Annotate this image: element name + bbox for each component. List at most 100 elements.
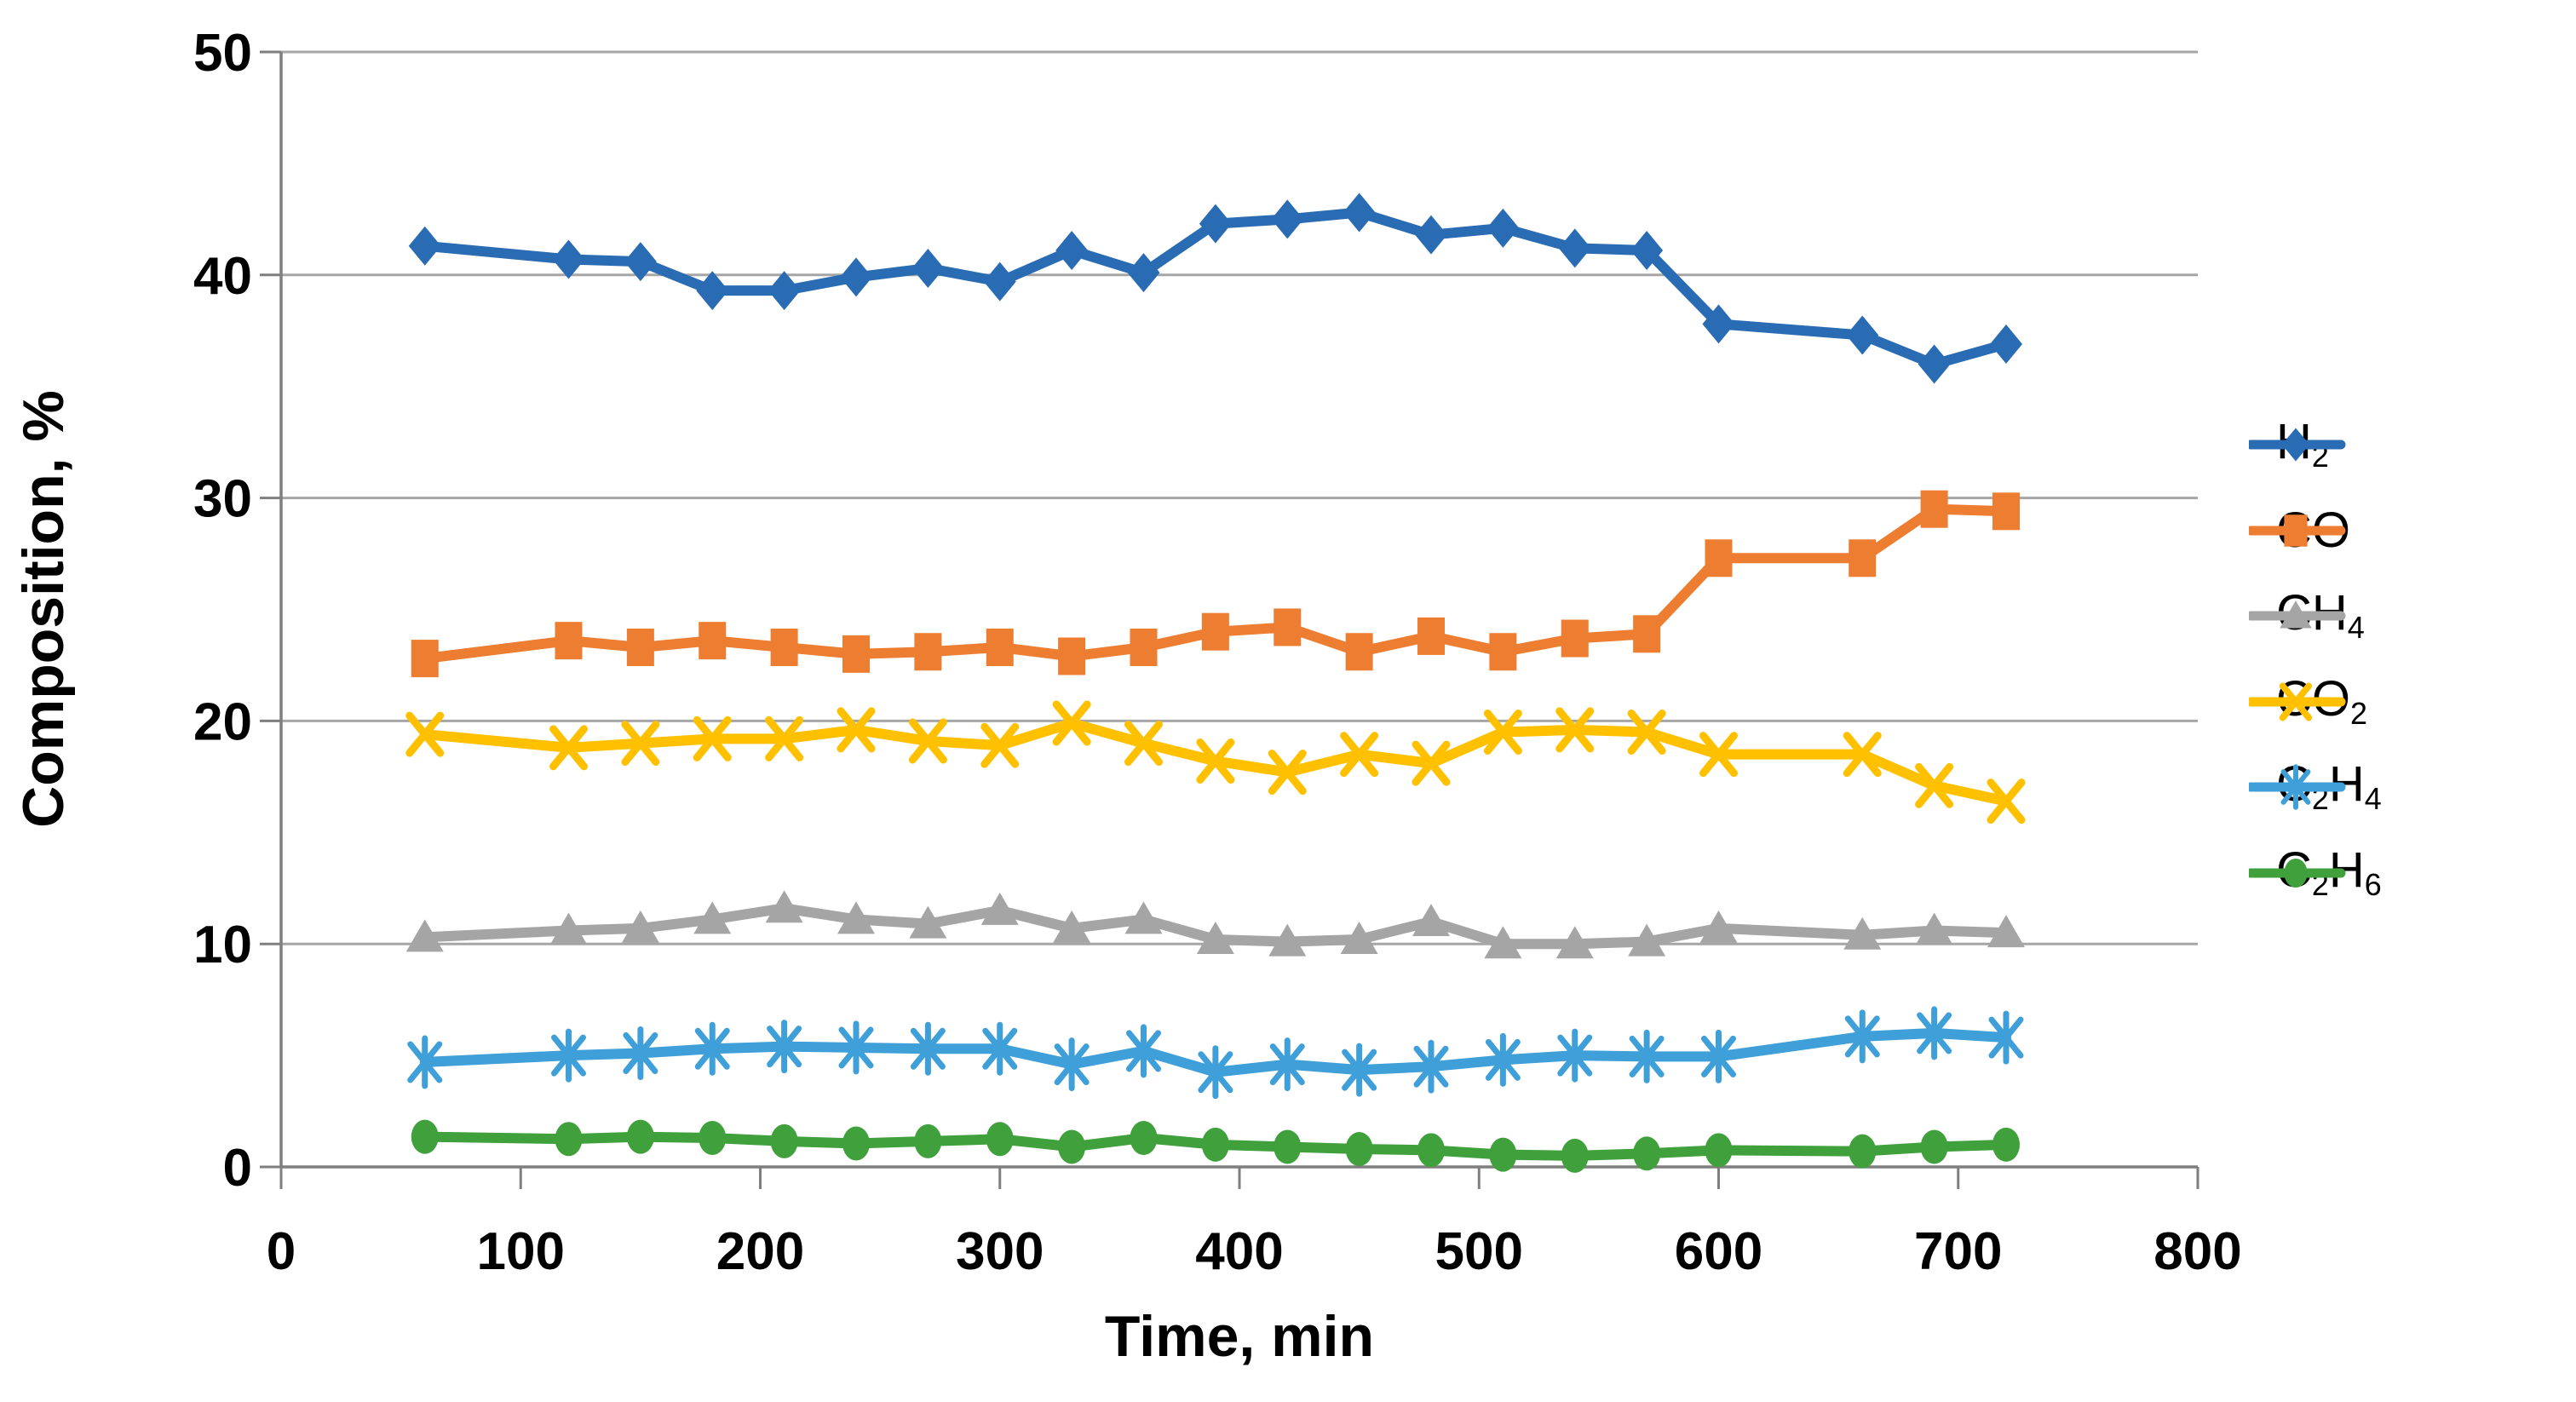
- series-C2H6-point-690: [1920, 1129, 1948, 1164]
- series-C2H6-point-330: [1058, 1129, 1086, 1164]
- series-CH4-point-600: [1699, 910, 1738, 943]
- series-H2-point-480: [1415, 215, 1447, 255]
- x-tick-label-800: 800: [2153, 1222, 2241, 1281]
- series-CO-point-360: [1130, 629, 1158, 667]
- series-CH4-point-540: [1555, 926, 1594, 959]
- series-H2-point-330: [1055, 231, 1089, 271]
- series-C2H6-point-120: [555, 1122, 583, 1157]
- series-CH4-point-480: [1412, 904, 1450, 937]
- series-C2H6-point-510: [1489, 1137, 1517, 1172]
- series-H2-point-120: [552, 239, 585, 279]
- series-CO2-point-360: [1124, 721, 1163, 767]
- series-CO2-point-690: [1915, 762, 1954, 808]
- series-C2H4-point-390: [1198, 1045, 1233, 1100]
- series-CO2-point-300: [980, 722, 1020, 768]
- series-CH4: [405, 890, 2025, 959]
- y-tick-label-30: 30: [193, 470, 252, 529]
- series-C2H4-point-180: [694, 1021, 730, 1076]
- series-C2H4-point-330: [1054, 1037, 1090, 1092]
- x-tick-label-100: 100: [477, 1222, 565, 1281]
- series-CO2-point-660: [1843, 732, 1882, 778]
- series-C2H4-point-60: [407, 1035, 443, 1089]
- series-C2H6-point-60: [411, 1119, 439, 1154]
- series-H2-point-660: [1846, 315, 1879, 355]
- series-C2H6-point-240: [842, 1126, 870, 1161]
- series-C2H4-point-510: [1485, 1032, 1521, 1087]
- series-CO-point-120: [555, 622, 583, 660]
- series-CH4-point-420: [1268, 923, 1307, 957]
- legend-marker-x-icon: [2249, 682, 2346, 721]
- series-CO-point-450: [1345, 633, 1373, 671]
- series-CH4-point-720: [1987, 915, 2025, 948]
- legend-marker-square-icon: [2249, 514, 2346, 547]
- series-CO-point-690: [1920, 490, 1948, 528]
- series-C2H4-point-720: [1988, 1010, 2024, 1065]
- series-C2H4-point-210: [767, 1020, 802, 1074]
- legend-marker-diamond-icon: [2249, 428, 2346, 462]
- plot-area: 0 100 200 300 400 500 600 700 800 0 10 20 30 40 50: [193, 24, 2242, 1281]
- series-H2-point-60: [408, 226, 441, 266]
- series-H2-point-570: [1630, 231, 1664, 271]
- series-H2-point-420: [1271, 199, 1304, 239]
- series-CO2-point-240: [837, 707, 876, 753]
- series-H2-point-690: [1918, 344, 1951, 384]
- series-CO2-point-120: [549, 725, 588, 771]
- series-C2H6-point-570: [1633, 1136, 1661, 1171]
- series-H2-point-540: [1558, 228, 1591, 268]
- series-CO2: [405, 700, 2026, 825]
- series-CO-point-720: [1992, 492, 2020, 531]
- series-CO-point-420: [1274, 608, 1302, 646]
- series-C2H6-point-270: [914, 1123, 942, 1158]
- series-CO-point-600: [1705, 539, 1733, 577]
- series-C2H6-point-390: [1201, 1127, 1229, 1162]
- legend-item-CO: CO: [2249, 488, 2350, 573]
- series-C2H4-point-660: [1844, 1009, 1880, 1064]
- y-axis-title: Composition, %: [11, 390, 76, 828]
- series-CO-point-510: [1489, 633, 1517, 671]
- series-CO2-point-60: [405, 711, 445, 757]
- x-tick-label-400: 400: [1195, 1222, 1283, 1281]
- series-CH4-point-690: [1915, 912, 1953, 945]
- legend: H2COCH4CO2C2H4C2H6: [2249, 0, 2573, 1402]
- series-H2-point-360: [1127, 253, 1160, 293]
- series-CO-point-210: [770, 629, 798, 667]
- series-H2-point-720: [1990, 324, 2022, 364]
- series-C2H4-point-270: [910, 1021, 946, 1076]
- series-C2H4-point-570: [1629, 1029, 1665, 1083]
- series-C2H6-point-660: [1849, 1134, 1877, 1169]
- y-tick-label-50: 50: [193, 24, 252, 83]
- legend-item-C2H6: C2H6: [2249, 830, 2382, 916]
- series-CH4-point-360: [1124, 901, 1163, 934]
- series-CH4-point-240: [837, 901, 875, 934]
- series-C2H6-point-480: [1417, 1133, 1445, 1168]
- legend-marker-star-icon: [2249, 764, 2346, 811]
- series-H2-point-270: [911, 248, 945, 288]
- series-C2H4-point-420: [1269, 1037, 1305, 1092]
- series-CO: [411, 490, 2020, 678]
- legend-item-CH4: CH4: [2249, 573, 2365, 658]
- series-CO2-point-600: [1699, 732, 1738, 778]
- series-C2H4: [407, 1006, 2024, 1100]
- series-H2-point-600: [1702, 304, 1735, 344]
- series-CO2-point-540: [1555, 707, 1595, 753]
- series-CH4-point-270: [909, 905, 947, 939]
- y-tick-label-0: 0: [223, 1139, 252, 1198]
- series-CO-point-390: [1201, 612, 1229, 651]
- series-H2-point-180: [696, 271, 729, 311]
- series-CH4-point-450: [1340, 921, 1378, 954]
- series-CH4-point-60: [405, 919, 444, 952]
- series-C2H6-point-150: [626, 1119, 654, 1154]
- series-H2-point-300: [983, 261, 1016, 302]
- series-H2-point-240: [840, 257, 872, 297]
- series-C2H6-point-420: [1274, 1129, 1302, 1164]
- series-C2H6-point-450: [1345, 1132, 1373, 1167]
- series-CO2-point-450: [1340, 732, 1379, 778]
- series-H2: [408, 192, 2022, 384]
- series-C2H4-point-300: [982, 1021, 1018, 1076]
- series-CH4-point-570: [1628, 923, 1666, 957]
- series-CO2-point-720: [1987, 779, 2026, 825]
- series-CO-point-660: [1849, 539, 1877, 577]
- legend-marker-triangle-icon: [2249, 600, 2346, 629]
- series-CO-point-270: [914, 633, 942, 671]
